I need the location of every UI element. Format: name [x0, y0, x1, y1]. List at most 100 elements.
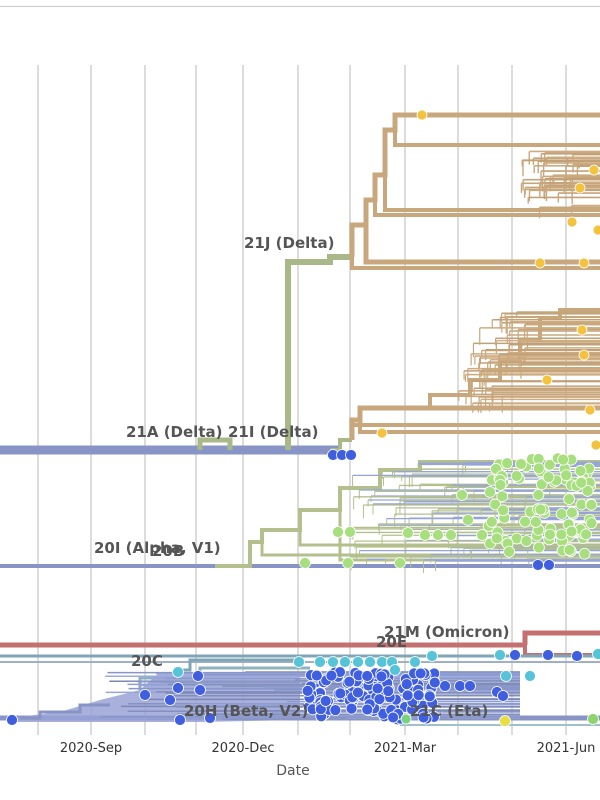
tip-node: [439, 680, 451, 692]
tip-node: [543, 559, 555, 571]
tip-node: [484, 486, 496, 498]
tip-node: [310, 669, 323, 682]
tip-node: [519, 515, 531, 528]
branch-alpha: [215, 460, 600, 568]
tip-node: [557, 453, 569, 466]
x-axis: 2020-Sep 2020-Dec 2021-Mar 2021-Jun Date: [60, 741, 596, 779]
tip-node: [428, 676, 441, 689]
tip-node: [327, 656, 339, 668]
tip-node: [532, 489, 545, 501]
tip-node: [412, 689, 425, 702]
tip-node: [566, 506, 578, 519]
branch-20e: [180, 658, 300, 672]
tip-node: [566, 216, 578, 228]
tip-node: [574, 182, 586, 194]
tip-node: [361, 670, 374, 682]
clade-label-20e[interactable]: 20E: [376, 633, 407, 651]
clade-label-20c[interactable]: 20C: [131, 652, 163, 670]
tip-node: [560, 469, 573, 482]
tip-node: [409, 656, 421, 668]
tip-node: [489, 498, 502, 511]
tip-node: [192, 670, 204, 682]
tip-node: [462, 514, 474, 526]
tip-node: [542, 471, 555, 484]
tree-tips: [6, 109, 600, 727]
tip-node: [314, 656, 326, 668]
tip-node: [432, 529, 444, 541]
tip-node: [544, 528, 556, 541]
clade-label-21m[interactable]: 21M (Omicron): [384, 623, 510, 641]
tip-node: [590, 439, 600, 451]
tip-node: [503, 545, 516, 558]
tip-node: [543, 458, 556, 471]
clade-label-21a[interactable]: 21A (Delta): [126, 423, 222, 441]
tip-node: [535, 478, 548, 491]
branch-delta: [383, 130, 600, 212]
tip-node: [417, 711, 430, 724]
tip-node: [494, 649, 506, 661]
tip-node: [334, 687, 347, 700]
tip-node: [164, 694, 176, 706]
tip-node: [499, 715, 511, 727]
tip-node: [555, 508, 568, 520]
tip-node: [352, 686, 364, 699]
branch-omicron: [522, 630, 600, 645]
tip-node: [534, 257, 546, 269]
branch-omicron: [523, 645, 600, 657]
tip-node: [371, 682, 384, 695]
tip-node: [319, 695, 332, 707]
tip-node: [299, 557, 311, 569]
tip-node: [571, 650, 583, 662]
tip-node: [524, 670, 536, 682]
tip-node: [400, 678, 413, 691]
tip-node: [494, 479, 507, 491]
branch-21a-stem: [197, 437, 233, 450]
branch-21j-stem: [285, 254, 352, 450]
tip-node: [454, 680, 466, 692]
x-tick-label: 2020-Sep: [60, 741, 122, 756]
tip-node: [515, 458, 527, 470]
tip-node: [402, 527, 414, 539]
tip-node: [375, 670, 388, 683]
tip-node: [476, 529, 488, 541]
clade-labels: 21J (Delta) 21A (Delta) 21I (Delta) 20I …: [94, 234, 510, 720]
tip-node: [325, 669, 338, 682]
tip-node: [293, 656, 305, 668]
tip-node: [563, 544, 576, 556]
tip-node: [332, 526, 344, 538]
tip-node: [587, 713, 599, 725]
tip-node: [575, 476, 588, 489]
tip-node: [534, 503, 547, 516]
clade-label-21j[interactable]: 21J (Delta): [244, 234, 334, 252]
clade-label-21i[interactable]: 21I (Delta): [228, 423, 318, 441]
clade-label-20i[interactable]: 20I (Alpha, V1): [94, 539, 221, 557]
tip-node: [339, 656, 351, 668]
tip-node: [373, 693, 386, 706]
tip-node: [204, 712, 216, 724]
tip-node: [401, 689, 414, 702]
tip-node: [497, 690, 509, 702]
x-tick-label: 2020-Dec: [212, 741, 275, 756]
tip-node: [6, 714, 18, 726]
tip-node: [541, 374, 553, 386]
tip-node: [342, 557, 354, 569]
tip-node: [389, 664, 401, 676]
x-tick-label: 2021-Jun: [537, 741, 596, 756]
tip-node: [576, 324, 588, 336]
tip-node: [574, 465, 587, 477]
clade-label-20h[interactable]: 20H (Beta, V2): [184, 702, 308, 720]
clade-label-21c[interactable]: 21C (Eta): [410, 702, 488, 720]
tip-node: [400, 713, 412, 725]
tip-node: [485, 515, 498, 528]
branch-delta: [393, 115, 600, 147]
tip-node: [387, 711, 399, 724]
x-tick-label: 2021-Mar: [374, 741, 437, 756]
tip-node: [464, 680, 476, 692]
clade-label-20b[interactable]: 20B: [152, 542, 184, 560]
tip-node: [542, 649, 554, 661]
tip-node: [364, 656, 376, 668]
tip-node: [423, 690, 436, 703]
branch-delta: [373, 200, 600, 217]
tip-node: [343, 675, 356, 688]
tip-node: [592, 648, 600, 660]
